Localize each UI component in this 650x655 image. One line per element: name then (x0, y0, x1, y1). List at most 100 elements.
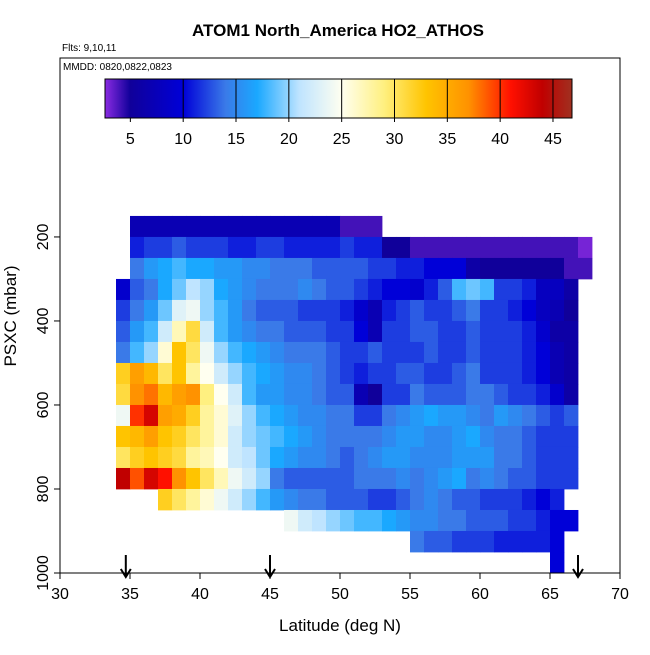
heat-cell (494, 530, 509, 553)
heat-cell (410, 299, 425, 322)
heat-cell (256, 341, 271, 364)
heat-cell (452, 383, 467, 406)
heat-cell (144, 362, 159, 385)
heat-cell (214, 257, 229, 280)
heat-cell (522, 425, 537, 448)
heat-cell (466, 257, 481, 280)
heat-cell (536, 299, 551, 322)
heat-cell (522, 446, 537, 469)
heat-cell (214, 215, 229, 238)
heat-cell (522, 383, 537, 406)
heat-cell (410, 509, 425, 532)
heat-cell (522, 509, 537, 532)
heat-cell (382, 278, 397, 301)
heat-cell (270, 215, 285, 238)
heat-cell (312, 488, 327, 511)
heat-cell (494, 341, 509, 364)
heat-cell (438, 446, 453, 469)
heat-cell (368, 404, 383, 427)
heat-cell (312, 383, 327, 406)
heat-cell (550, 341, 565, 364)
heat-cell (424, 467, 439, 490)
y-tick-label: 200 (35, 224, 52, 251)
heat-cell (424, 362, 439, 385)
heat-cell (326, 299, 341, 322)
heat-cell (284, 215, 299, 238)
heat-cell (368, 215, 383, 238)
heat-cell (564, 236, 579, 259)
heat-cell (452, 446, 467, 469)
heat-cell (480, 488, 495, 511)
heat-cell (382, 467, 397, 490)
heat-cell (466, 467, 481, 490)
heat-cell (172, 404, 187, 427)
heat-cell (564, 299, 579, 322)
heat-cell (200, 341, 215, 364)
heat-cell (116, 278, 131, 301)
heat-cell (256, 404, 271, 427)
heat-cell (368, 383, 383, 406)
x-tick-label: 70 (611, 586, 629, 603)
heat-cell (438, 404, 453, 427)
heat-cell (452, 299, 467, 322)
heat-cell (494, 488, 509, 511)
heat-cell (410, 467, 425, 490)
heat-cell (130, 362, 145, 385)
heat-cell (564, 404, 579, 427)
heat-cell (186, 488, 201, 511)
heat-cell (256, 278, 271, 301)
heat-cell (228, 467, 243, 490)
heat-cell (312, 404, 327, 427)
heat-cell (494, 467, 509, 490)
heat-cell (270, 383, 285, 406)
heat-cell (564, 509, 579, 532)
heat-cell (452, 488, 467, 511)
heat-cell (494, 446, 509, 469)
heat-cell (256, 383, 271, 406)
heat-cell (116, 446, 131, 469)
heat-cell (312, 341, 327, 364)
heat-cell (452, 320, 467, 343)
y-tick-label: 800 (35, 476, 52, 503)
heat-cell (158, 278, 173, 301)
heat-cell (270, 299, 285, 322)
heat-cell (186, 341, 201, 364)
heat-cell (508, 509, 523, 532)
heat-cell (116, 362, 131, 385)
heat-cell (424, 404, 439, 427)
heat-cell (144, 215, 159, 238)
heat-cell (382, 362, 397, 385)
heat-cell (298, 236, 313, 259)
heat-cell (200, 215, 215, 238)
heat-cell (158, 299, 173, 322)
heat-cell (396, 236, 411, 259)
heat-cell (494, 404, 509, 427)
y-axis-label: PSXC (mbar) (1, 265, 20, 366)
heat-cell (228, 425, 243, 448)
heat-cell (158, 467, 173, 490)
heat-cell (186, 299, 201, 322)
heat-cell (326, 488, 341, 511)
heat-cell (298, 383, 313, 406)
heat-cell (550, 362, 565, 385)
heat-cell (424, 425, 439, 448)
heat-cell (564, 362, 579, 385)
heat-cell (410, 446, 425, 469)
heat-cell (466, 446, 481, 469)
heat-cell (130, 236, 145, 259)
heat-cell (312, 425, 327, 448)
heat-cell (144, 257, 159, 280)
heat-cell (354, 236, 369, 259)
heat-cell (228, 278, 243, 301)
x-tick-label: 65 (541, 586, 559, 603)
heat-cell (214, 278, 229, 301)
heat-cell (326, 467, 341, 490)
heat-cell (116, 341, 131, 364)
heat-cell (144, 278, 159, 301)
heat-cell (340, 509, 355, 532)
heat-cell (424, 257, 439, 280)
heat-cell (508, 257, 523, 280)
heat-cell (186, 236, 201, 259)
heat-cell (284, 299, 299, 322)
heat-cell (256, 215, 271, 238)
